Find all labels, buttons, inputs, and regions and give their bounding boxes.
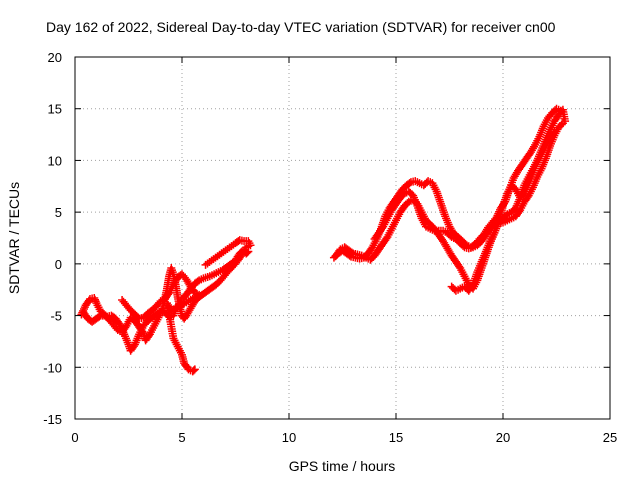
data-point [155,311,164,320]
x-tick-label: 20 [496,430,510,445]
data-point [157,308,166,317]
y-tick-label: 10 [48,153,62,168]
x-tick-label: 10 [282,430,296,445]
data-point [467,282,476,291]
data-point [190,365,199,374]
axis-ticks: 0 5 10 15 20 25 -15 -10 -5 0 5 10 15 20 [43,50,617,445]
data-point [549,129,558,138]
data-point [154,313,163,322]
y-tick-label: 5 [55,205,62,220]
data-point [156,309,165,318]
y-tick-label: 15 [48,102,62,117]
x-tick-label: 0 [71,430,78,445]
data-points [77,104,570,376]
chart-title: Day 162 of 2022, Sidereal Day-to-day VTE… [46,19,556,35]
x-tick-label: 5 [178,430,185,445]
y-tick-label: -5 [50,309,62,324]
y-axis-label: SDTVAR / TECUs [6,182,22,294]
data-point [459,241,468,250]
data-point [189,366,198,375]
data-point [347,248,356,257]
y-tick-label: 0 [55,257,62,272]
x-tick-label: 15 [389,430,403,445]
grid [75,57,610,419]
data-point [558,119,567,128]
x-tick-label: 25 [603,430,617,445]
data-point [557,120,566,129]
data-point [550,127,559,136]
plot-frame [74,56,611,420]
data-point [201,260,210,269]
x-axis-label: GPS time / hours [289,458,396,474]
y-tick-label: 20 [48,50,62,65]
data-point [95,312,104,321]
data-point [405,179,414,188]
y-tick-label: -15 [43,412,62,427]
y-tick-label: -10 [43,360,62,375]
